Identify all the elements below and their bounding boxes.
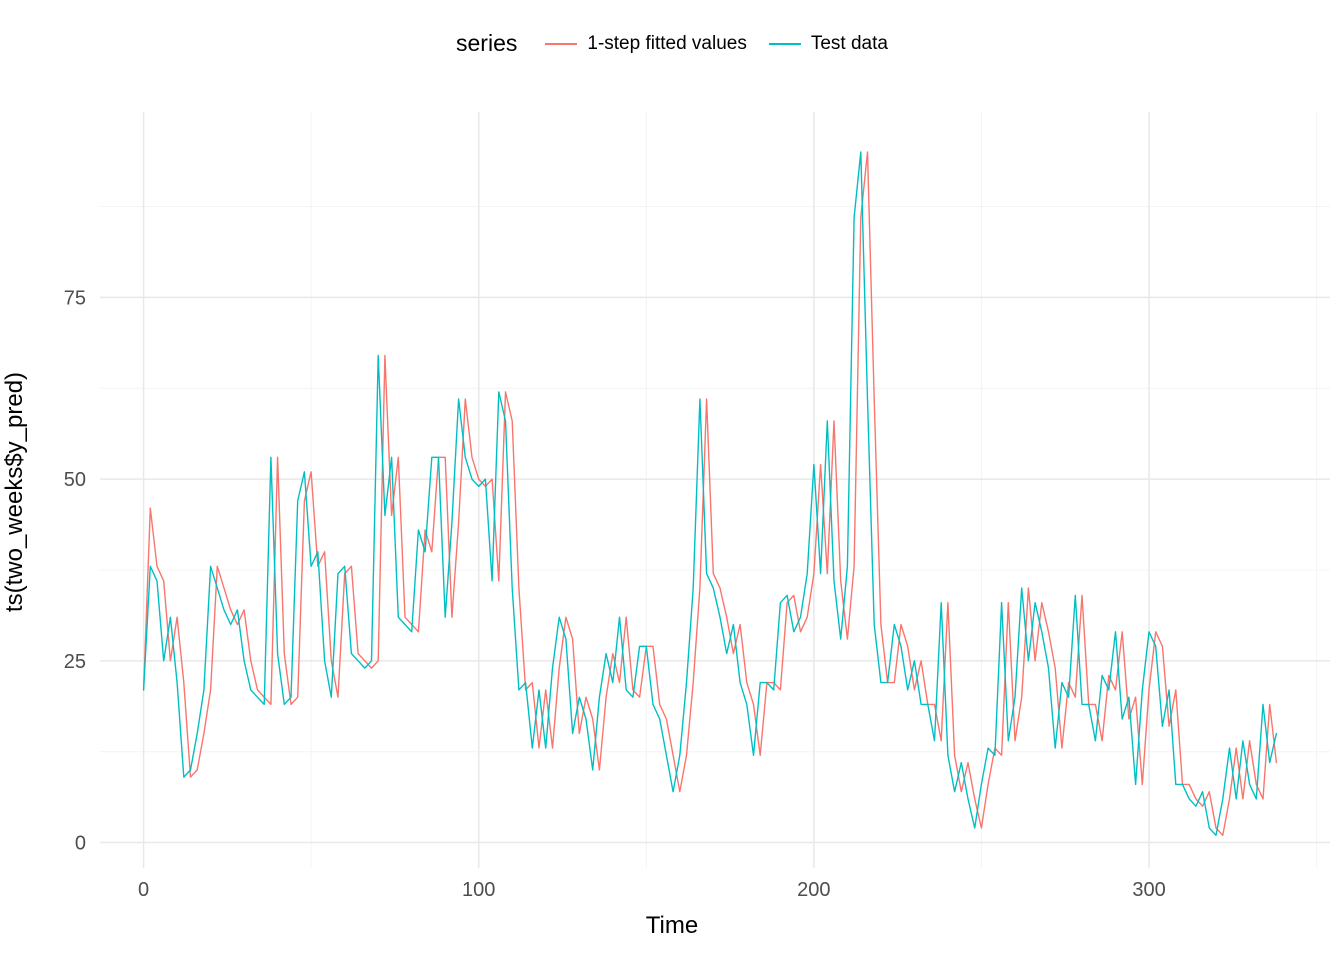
y-tick-label: 75 — [64, 287, 86, 309]
y-tick-label: 50 — [64, 469, 86, 491]
series-line-1 — [142, 151, 1278, 836]
legend-item-fitted: 1-step fitted values — [545, 32, 747, 55]
legend: series 1-step fitted values Test data — [0, 30, 1344, 57]
y-tick-label: 25 — [64, 651, 86, 673]
legend-item-test: Test data — [768, 32, 888, 55]
legend-label-fitted: 1-step fitted values — [587, 32, 747, 54]
x-axis-title: Time — [645, 912, 699, 939]
x-tick-label: 0 — [138, 879, 149, 901]
test-line-swatch-icon — [768, 42, 801, 45]
y-axis-title: ts(two_weeks$y_pred) — [1, 371, 28, 613]
x-tick-label: 100 — [462, 879, 495, 901]
series-line-0 — [142, 151, 1278, 836]
y-tick-label: 0 — [75, 833, 86, 855]
legend-title: series — [456, 30, 518, 56]
fitted-line-swatch-icon — [545, 42, 578, 45]
legend-label-test: Test data — [810, 32, 888, 54]
x-tick-label: 300 — [1132, 879, 1165, 901]
x-tick-label: 200 — [797, 879, 830, 901]
